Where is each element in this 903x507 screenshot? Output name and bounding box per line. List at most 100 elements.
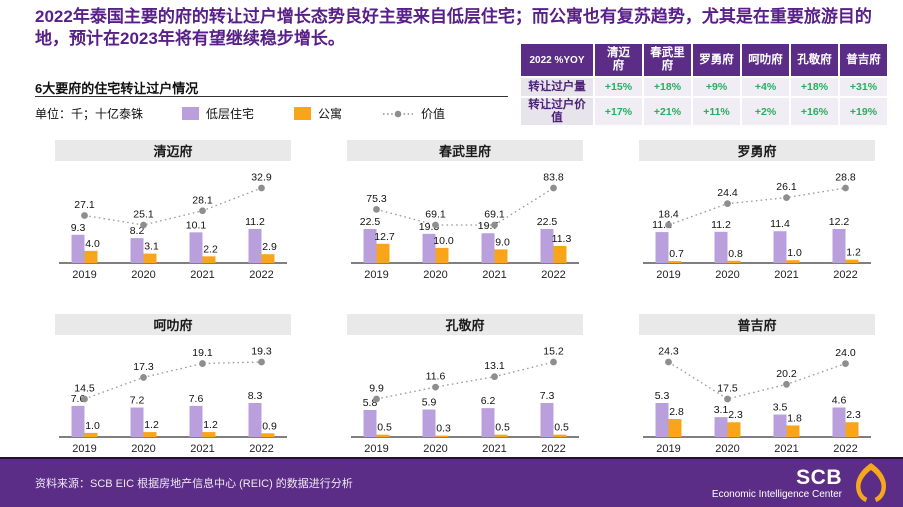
condo-value-label: 1.0 bbox=[85, 420, 100, 432]
yoy-value-cell: +18% bbox=[791, 78, 838, 97]
value-point-label: 27.1 bbox=[74, 199, 95, 211]
condo-bar bbox=[84, 250, 98, 263]
year-label: 2019 bbox=[72, 443, 96, 455]
value-line bbox=[668, 361, 846, 400]
year-label: 2021 bbox=[482, 443, 506, 455]
year-label: 2021 bbox=[482, 269, 506, 281]
condo-bar bbox=[668, 261, 682, 263]
value-point bbox=[550, 184, 557, 192]
lowrise-bar bbox=[655, 232, 669, 263]
lowrise-bar bbox=[130, 407, 144, 437]
footer-bar: 资料来源：SCB EIC 根据房地产信息中心 (REIC) 的数据进行分析 SC… bbox=[0, 457, 903, 507]
value-point-label: 25.1 bbox=[133, 209, 154, 221]
lowrise-value-label: 3.1 bbox=[714, 404, 729, 416]
brand-name: SCB bbox=[796, 465, 842, 489]
year-label: 2019 bbox=[656, 443, 680, 455]
chart-plot: 22.512.775.3201919.310.069.1202019.79.06… bbox=[351, 172, 579, 281]
legend-label: 公寓 bbox=[318, 107, 343, 121]
yoy-row-label: 转让过户价值 bbox=[521, 98, 593, 125]
chart-plot: 7.6 1.0 14.5 2019 7.2 1.2 17.3 2020 7.6 1.2 19.1 20… bbox=[59, 346, 287, 455]
yoy-col-header: 普吉府 bbox=[840, 44, 887, 77]
yoy-value-cell: +11% bbox=[693, 98, 740, 125]
value-point-label: 9.9 bbox=[369, 383, 384, 395]
condo-value-label: 1.0 bbox=[787, 247, 802, 259]
value-point-label: 18.4 bbox=[658, 209, 679, 221]
yoy-value-cell: +16% bbox=[791, 98, 838, 125]
condo-value-label: 0.5 bbox=[377, 422, 392, 434]
year-label: 2020 bbox=[423, 443, 447, 455]
year-label: 2022 bbox=[541, 269, 565, 281]
condo-bar bbox=[435, 435, 449, 437]
lowrise-bar bbox=[248, 229, 262, 263]
yoy-table-body: 转让过户量 +15% +18% +9% +4% +18% +31% 转让过户价值 +17% +21… bbox=[521, 78, 887, 125]
year-label: 2019 bbox=[72, 269, 96, 281]
year-label: 2021 bbox=[190, 269, 214, 281]
value-point-label: 17.5 bbox=[717, 383, 738, 395]
value-point bbox=[199, 360, 206, 367]
condo-value-label: 1.8 bbox=[787, 412, 802, 424]
value-point-label: 26.1 bbox=[776, 181, 797, 193]
yoy-value-cell: +19% bbox=[840, 98, 887, 125]
brand-subtitle: Economic Intelligence Center bbox=[711, 488, 842, 500]
value-point-label: 14.5 bbox=[74, 383, 95, 395]
chart-title: 普吉府 bbox=[639, 314, 875, 335]
chart-plot: 5.80.59.920195.90.311.620206.20.513.1202… bbox=[351, 346, 579, 455]
condo-value-label: 1.2 bbox=[203, 419, 218, 431]
lowrise-value-label: 8.3 bbox=[248, 390, 263, 402]
value-point-label: 15.2 bbox=[543, 346, 564, 358]
value-point bbox=[373, 205, 380, 213]
condo-bar bbox=[143, 253, 157, 263]
lowrise-value-label: 11.2 bbox=[245, 216, 265, 228]
value-point-label: 11.6 bbox=[426, 371, 446, 383]
value-point bbox=[199, 207, 206, 215]
value-line bbox=[84, 361, 262, 400]
condo-bar bbox=[261, 254, 275, 263]
condo-value-label: 12.7 bbox=[374, 231, 395, 243]
yoy-value-cell: +31% bbox=[840, 78, 887, 97]
year-label: 2020 bbox=[715, 269, 739, 281]
lowrise-value-label: 11.4 bbox=[770, 218, 790, 230]
province-chart: 春武里府 22.5 12.7 75.3 2019 19.3 10.0 69.1 2020 19.7… bbox=[347, 140, 583, 290]
charts-grid: 清迈府 9.3 4.0 27.1 2019 8.2 3.1 25.1 2020 10.1 2.2 28… bbox=[55, 140, 875, 464]
value-point bbox=[491, 373, 498, 381]
chart-plot: 9.3 4.0 27.1 2019 8.2 3.1 25.1 2020 10.1 2.2 28.1 2… bbox=[59, 172, 287, 281]
value-point-label: 17.3 bbox=[133, 361, 154, 373]
yoy-row-label: 转让过户量 bbox=[521, 78, 593, 97]
value-point-label: 19.1 bbox=[192, 347, 213, 359]
lowrise-value-label: 7.6 bbox=[189, 393, 204, 405]
legend-item-lowrise: 低层住宅 bbox=[182, 105, 254, 122]
value-point-label: 28.8 bbox=[835, 172, 856, 184]
lowrise-value-label: 7.3 bbox=[540, 390, 555, 402]
condo-value-label: 0.5 bbox=[554, 422, 569, 434]
lowrise-bar bbox=[422, 233, 436, 263]
lowrise-bar bbox=[540, 403, 554, 437]
lowrise-value-label: 11.2 bbox=[711, 219, 731, 231]
year-label: 2020 bbox=[715, 443, 739, 455]
condo-value-label: 9.0 bbox=[495, 236, 510, 248]
value-point bbox=[373, 395, 380, 403]
yoy-table: 2022 %YOY 清迈 府春武里 府罗勇府 呵叻府 孔敬府 普吉府 转让过户量 +15… bbox=[519, 42, 889, 127]
lowrise-value-label: 5.3 bbox=[655, 390, 670, 402]
yoy-value-cell: +17% bbox=[595, 98, 642, 125]
year-label: 2020 bbox=[131, 269, 155, 281]
year-label: 2020 bbox=[423, 269, 447, 281]
lowrise-bar bbox=[189, 232, 203, 263]
condo-value-label: 11.3 bbox=[552, 233, 572, 245]
value-point bbox=[140, 374, 147, 381]
value-point bbox=[550, 358, 557, 366]
condo-bar bbox=[435, 247, 449, 263]
yoy-value-cell: +9% bbox=[693, 78, 740, 97]
province-chart: 罗勇府 11.1 0.7 18.4 2019 11.2 0.8 24.4 2020 11.4 1.0… bbox=[639, 140, 875, 290]
legend-label: 低层住宅 bbox=[206, 107, 255, 121]
value-point-label: 24.3 bbox=[658, 346, 679, 358]
condo-value-label: 1.2 bbox=[846, 247, 861, 259]
yoy-corner-cell: 2022 %YOY bbox=[521, 44, 593, 77]
condo-bar bbox=[202, 256, 216, 263]
value-point bbox=[140, 221, 147, 229]
year-label: 2022 bbox=[541, 443, 565, 455]
value-point-label: 28.1 bbox=[192, 194, 213, 206]
lowrise-value-label: 22.5 bbox=[360, 216, 381, 228]
section-heading: 6大要府的住宅转让过户情况 bbox=[35, 81, 199, 96]
value-point-label: 24.0 bbox=[835, 347, 856, 359]
